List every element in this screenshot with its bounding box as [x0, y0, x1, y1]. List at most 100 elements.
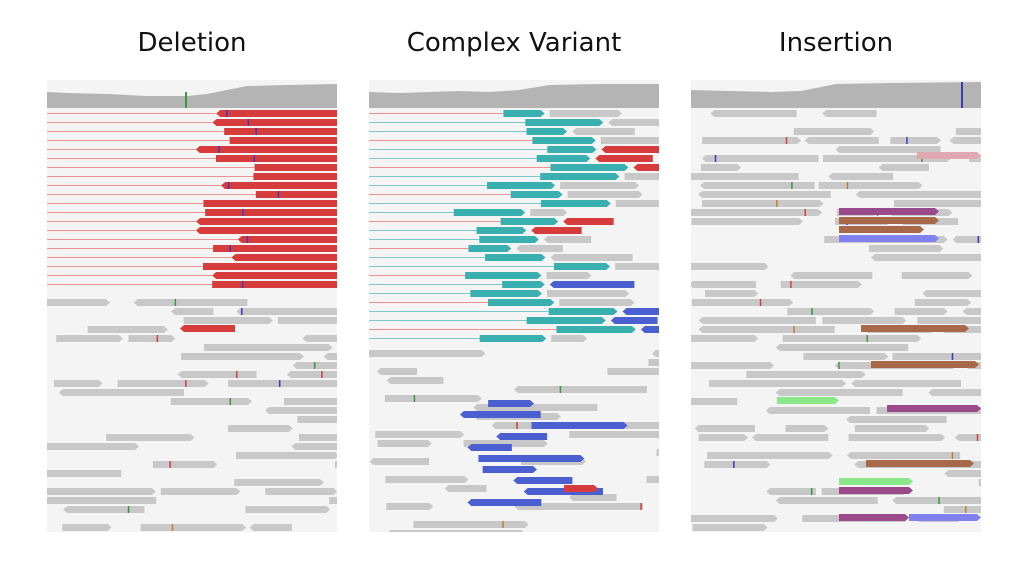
mismatch-mark [313, 362, 316, 369]
deletion-read [224, 128, 337, 135]
mismatch-mark [247, 119, 250, 126]
aligned-read [790, 272, 873, 279]
complex-partner-read [531, 227, 582, 234]
aligned-read [954, 434, 981, 441]
mismatch-mark [253, 155, 256, 162]
mismatch-mark [965, 506, 967, 513]
complex-teal-read [476, 227, 527, 234]
insertion-read [839, 487, 913, 494]
aligned-read [133, 299, 248, 306]
deletion-read [231, 254, 337, 261]
aligned-read [691, 281, 756, 288]
insertion-read [839, 217, 939, 224]
aligned-read [551, 335, 588, 342]
insertion-read [777, 397, 839, 404]
aligned-read [854, 425, 930, 432]
aligned-read [47, 488, 156, 495]
aligned-read [890, 137, 942, 144]
aligned-read [530, 209, 568, 216]
aligned-read [106, 434, 195, 441]
aligned-read [949, 137, 981, 144]
insertion-read [887, 405, 981, 412]
aligned-read [47, 497, 157, 504]
aligned-read [698, 326, 835, 333]
aligned-read [567, 191, 643, 198]
aligned-read [334, 461, 337, 468]
aligned-read [291, 443, 337, 450]
aligned-read [117, 380, 209, 387]
aligned-read [181, 353, 304, 360]
aligned-read [700, 164, 742, 171]
aligned-read [651, 350, 659, 357]
mismatch-mark [241, 308, 243, 315]
aligned-read [691, 398, 738, 405]
aligned-read [765, 407, 870, 414]
mismatch-mark [169, 461, 171, 468]
complex-teal-read [488, 299, 555, 306]
aligned-read [944, 470, 981, 477]
complex-teal-read [479, 335, 547, 342]
aligned-read [569, 494, 617, 501]
mismatch-mark [559, 386, 562, 393]
aligned-read [624, 173, 659, 180]
aligned-read [302, 335, 337, 342]
aligned-read [943, 506, 981, 513]
mismatch-mark [229, 245, 232, 252]
aligned-read [385, 476, 469, 483]
aligned-read [265, 488, 337, 495]
aligned-read [700, 182, 815, 189]
mismatch-mark [938, 497, 940, 504]
mismatch-mark [977, 236, 980, 243]
mismatch-mark [185, 380, 187, 387]
mismatch-mark [793, 326, 795, 333]
aligned-read [870, 254, 981, 261]
complex-partner-read [610, 317, 658, 324]
aligned-read [329, 497, 337, 504]
aligned-read [245, 506, 331, 513]
insertion-read [839, 226, 924, 233]
aligned-read [691, 218, 803, 225]
aligned-read [559, 299, 635, 306]
aligned-read [691, 173, 799, 180]
insertion-reads [691, 110, 981, 531]
mismatch-mark [502, 521, 504, 528]
aligned-read [600, 137, 659, 144]
complex-teal-read [525, 119, 604, 126]
complex-teal-read [465, 272, 542, 279]
aligned-read [894, 308, 948, 315]
mismatch-mark [246, 236, 249, 243]
aligned-read [691, 515, 778, 522]
complex-teal-read [547, 146, 597, 153]
aligned-read [388, 530, 523, 532]
aligned-read [878, 164, 929, 171]
aligned-read [152, 461, 218, 468]
aligned-read [227, 425, 293, 432]
deletion-read [213, 245, 337, 252]
deletion-read [195, 227, 337, 234]
complex-blue-read [496, 433, 548, 440]
complex-teal-read [532, 137, 596, 144]
complex-teal-read [503, 110, 545, 117]
insertion-read [839, 514, 909, 521]
mismatch-mark [255, 128, 257, 135]
aligned-read [444, 485, 487, 492]
deletion-title: Deletion [137, 28, 247, 58]
insertion-coverage-track [691, 82, 981, 108]
complex-teal-read [536, 155, 591, 162]
aligned-read [691, 299, 794, 306]
mismatch-mark [804, 209, 806, 216]
complex-teal-read [470, 290, 542, 297]
aligned-read [704, 461, 771, 468]
complex-teal-read [540, 173, 620, 180]
aligned-read [818, 182, 923, 189]
aligned-read [234, 479, 324, 486]
mismatch-mark [516, 422, 518, 429]
aligned-read [376, 368, 418, 375]
aligned-read [513, 386, 647, 393]
aligned-read [607, 368, 659, 375]
aligned-read [892, 497, 981, 504]
complex-teal-read [453, 209, 526, 216]
aligned-read [646, 476, 659, 483]
mismatch-mark [790, 281, 792, 288]
deletion-read [212, 119, 337, 126]
